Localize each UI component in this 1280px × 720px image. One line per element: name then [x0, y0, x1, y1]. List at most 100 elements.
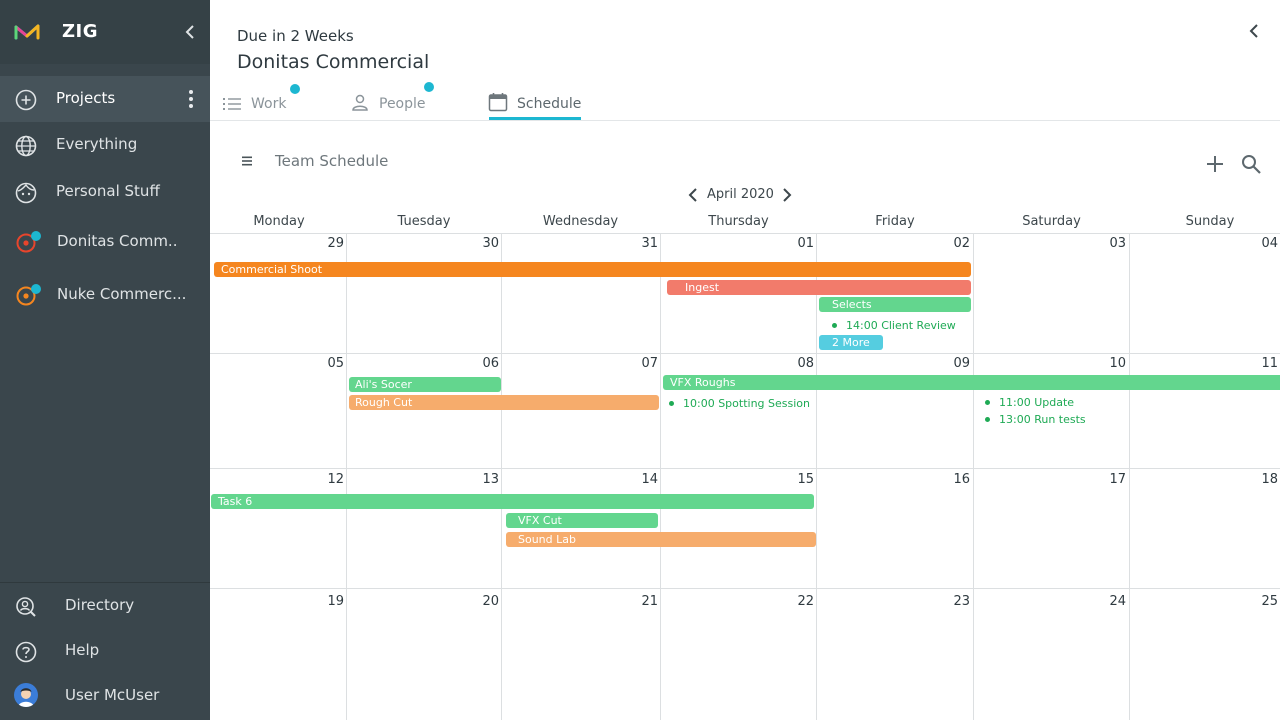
tab-label: Schedule — [517, 96, 582, 112]
appointment-update[interactable]: 11:00 Update — [985, 396, 1074, 409]
help-circle-icon — [15, 641, 37, 663]
day-cell-number[interactable]: 02 — [953, 236, 970, 251]
sidebar-divider — [0, 582, 210, 583]
active-tab-indicator — [489, 117, 581, 120]
day-cell-number[interactable]: 25 — [1261, 594, 1278, 609]
face-icon — [15, 182, 37, 204]
appointment-spotting-session[interactable]: 10:00 Spotting Session — [669, 397, 810, 410]
calendar-grid-line — [210, 353, 1280, 354]
day-cell-number[interactable]: 07 — [641, 356, 658, 371]
sidebar-item-user[interactable]: User McUser — [0, 673, 210, 719]
project-target-icon — [16, 286, 36, 306]
calendar-grid-line — [210, 233, 1280, 234]
sidebar-item-help[interactable]: Help — [0, 628, 210, 674]
person-search-icon — [16, 597, 36, 617]
month-label: April 2020 — [707, 187, 774, 202]
day-cell-number[interactable]: 31 — [641, 236, 658, 251]
tab-work[interactable]: Work — [222, 84, 302, 120]
event-vfx-cut[interactable]: VFX Cut — [506, 513, 658, 528]
chevron-left-icon[interactable] — [686, 186, 700, 204]
notification-dot — [31, 231, 41, 241]
weekday-header: Sunday — [1185, 214, 1235, 229]
day-cell-number[interactable]: 21 — [641, 594, 658, 609]
day-cell-number[interactable]: 19 — [327, 594, 344, 609]
person-icon — [352, 94, 368, 111]
day-cell-number[interactable]: 22 — [797, 594, 814, 609]
calendar-grid-line — [210, 588, 1280, 589]
notification-dot — [424, 82, 434, 92]
notification-dot — [31, 284, 41, 294]
plus-circle-icon — [15, 89, 37, 111]
day-cell-number[interactable]: 04 — [1261, 236, 1278, 251]
chevron-right-icon[interactable] — [780, 186, 794, 204]
day-cell-number[interactable]: 10 — [1109, 356, 1126, 371]
sidebar-item-donitas-commercial[interactable]: Donitas Comm.. — [0, 219, 210, 265]
add-icon[interactable] — [1205, 154, 1225, 174]
day-cell-number[interactable]: 09 — [953, 356, 970, 371]
day-cell-number[interactable]: 23 — [953, 594, 970, 609]
sidebar-item-label: Projects — [56, 89, 116, 107]
tab-label: People — [379, 96, 426, 112]
day-cell-number[interactable]: 01 — [797, 236, 814, 251]
event-ingest[interactable]: Ingest — [667, 280, 971, 295]
appointment-label: 10:00 Spotting Session — [683, 397, 810, 410]
more-events-button[interactable]: 2 More — [819, 335, 883, 350]
kebab-menu-icon[interactable] — [188, 90, 194, 108]
project-target-icon — [16, 233, 36, 253]
sidebar-item-label: Nuke Commerc... — [57, 285, 187, 303]
day-cell-number[interactable]: 24 — [1109, 594, 1126, 609]
appointment-run-tests[interactable]: 13:00 Run tests — [985, 413, 1086, 426]
weekday-header: Saturday — [1022, 214, 1081, 229]
sidebar-item-projects[interactable]: Projects — [0, 76, 210, 122]
appointment-label: 14:00 Client Review — [846, 319, 956, 332]
day-cell-number[interactable]: 16 — [953, 472, 970, 487]
day-cell-number[interactable]: 20 — [482, 594, 499, 609]
avatar-icon — [14, 683, 38, 707]
day-cell-number[interactable]: 30 — [482, 236, 499, 251]
event-commercial-shoot[interactable]: Commercial Shoot — [214, 262, 971, 277]
day-cell-number[interactable]: 14 — [641, 472, 658, 487]
search-icon[interactable] — [1240, 153, 1262, 175]
day-cell-number[interactable]: 11 — [1261, 356, 1278, 371]
appointment-label: 11:00 Update — [999, 396, 1075, 409]
collapse-panel-icon[interactable] — [1244, 20, 1264, 42]
sidebar-item-directory[interactable]: Directory — [0, 583, 210, 629]
weekday-header: Wednesday — [542, 214, 619, 229]
day-cell-number[interactable]: 17 — [1109, 472, 1126, 487]
event-task-6[interactable]: Task 6 — [211, 494, 814, 509]
sidebar-item-everything[interactable]: Everything — [0, 122, 210, 168]
appointment-label: 13:00 Run tests — [999, 413, 1086, 426]
project-due-label: Due in 2 Weeks — [237, 27, 354, 45]
collapse-sidebar-icon[interactable] — [180, 21, 200, 43]
day-cell-number[interactable]: 18 — [1261, 472, 1278, 487]
zig-logo — [14, 24, 40, 40]
day-cell-number[interactable]: 05 — [327, 356, 344, 371]
day-cell-number[interactable]: 12 — [327, 472, 344, 487]
event-rough-cut[interactable]: Rough Cut — [349, 395, 659, 410]
tab-people[interactable]: People — [350, 82, 440, 120]
day-cell-number[interactable]: 13 — [482, 472, 499, 487]
sidebar-header: ZIG — [0, 0, 210, 64]
calendar-grid-line — [816, 234, 817, 720]
tab-schedule[interactable]: Schedule — [487, 88, 583, 120]
event-sound-lab[interactable]: Sound Lab — [506, 532, 816, 547]
day-cell-number[interactable]: 03 — [1109, 236, 1126, 251]
event-alis-soccer[interactable]: Ali's Socer — [349, 377, 501, 392]
notification-dot — [290, 84, 300, 94]
tab-label: Work — [251, 96, 287, 112]
menu-icon[interactable] — [240, 154, 254, 168]
day-cell-number[interactable]: 06 — [482, 356, 499, 371]
page-title: Donitas Commercial — [237, 51, 430, 73]
day-cell-number[interactable]: 15 — [797, 472, 814, 487]
event-vfx-roughs[interactable]: VFX Roughs — [663, 375, 1280, 390]
day-cell-number[interactable]: 29 — [327, 236, 344, 251]
sidebar-item-personal-stuff[interactable]: Personal Stuff — [0, 169, 210, 215]
appointment-client-review[interactable]: 14:00 Client Review — [832, 319, 956, 332]
event-selects[interactable]: Selects — [819, 297, 971, 312]
sidebar-item-nuke-commercial[interactable]: Nuke Commerc... — [0, 272, 210, 318]
calendar-icon — [488, 93, 508, 112]
day-cell-number[interactable]: 08 — [797, 356, 814, 371]
weekday-header: Friday — [875, 214, 915, 229]
app-name: ZIG — [62, 21, 99, 42]
globe-icon — [15, 135, 37, 157]
